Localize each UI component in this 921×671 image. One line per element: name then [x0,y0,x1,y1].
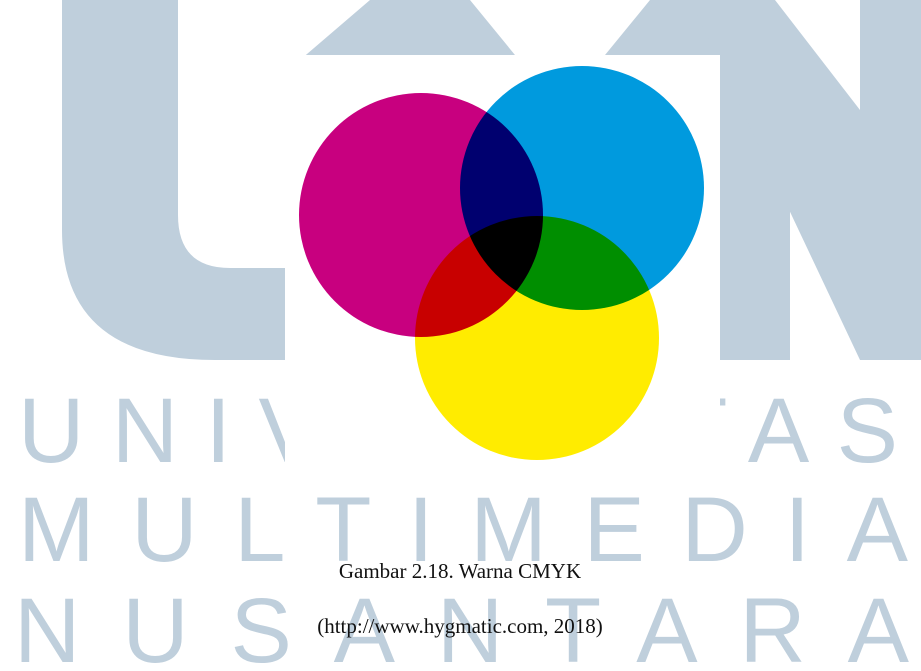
figure-caption: Gambar 2.18. Warna CMYK [339,559,581,583]
yellow-circle [415,216,659,460]
logo-u [62,0,285,360]
page: UNIVERSITAS MULTIMEDIA NUSANTARA Gambar … [0,0,921,671]
figure-source: (http://www.hygmatic.com, 2018) [317,614,603,638]
